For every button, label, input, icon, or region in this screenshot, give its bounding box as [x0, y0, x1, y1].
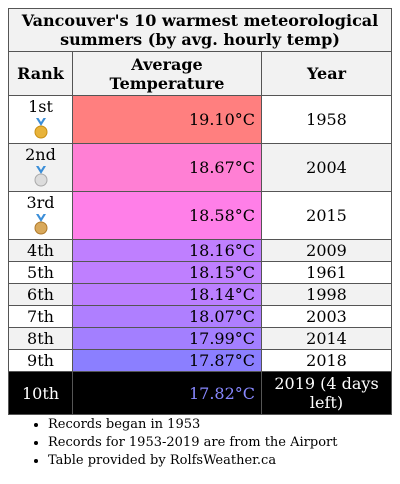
note-item: Records for 1953-2019 are from the Airpo… [48, 434, 337, 452]
year-cell: 2009 [261, 239, 392, 262]
year-cell: 2003 [261, 305, 392, 328]
table-row: 7th 18.07°C 2003 [8, 305, 392, 328]
header-temperature: Average Temperature [72, 51, 262, 96]
temperature-cell: 18.14°C [72, 283, 262, 306]
year-cell: 2014 [261, 327, 392, 350]
note-item: Table provided by RolfsWeather.ca [48, 452, 337, 470]
header-rank: Rank [8, 51, 73, 96]
rank-cell: 9th [8, 349, 73, 372]
bronze-medal-icon [34, 214, 47, 235]
year-cell: 1998 [261, 283, 392, 306]
header-year: Year [261, 51, 392, 96]
temperature-cell: 18.67°C [72, 143, 262, 192]
table-row: 3rd 18.58°C 2015 [8, 191, 392, 240]
year-cell: 2015 [261, 191, 392, 240]
note-item: Records began in 1953 [48, 416, 337, 434]
temperature-cell: 19.10°C [72, 95, 262, 144]
table-row: 2nd 18.67°C 2004 [8, 143, 392, 192]
notes-list: Records began in 1953 Records for 1953-2… [8, 416, 337, 470]
table-row: 8th 17.99°C 2014 [8, 327, 392, 350]
table-row: 1st 19.10°C 1958 [8, 95, 392, 144]
temperature-cell: 18.15°C [72, 261, 262, 284]
rank-label: 2nd [25, 145, 56, 164]
table-row-current: 10th 17.82°C 2019 (4 days left) [8, 371, 392, 415]
year-cell: 2018 [261, 349, 392, 372]
temperature-cell: 18.58°C [72, 191, 262, 240]
rank-cell: 5th [8, 261, 73, 284]
table-title: Vancouver's 10 warmest meteorological su… [8, 8, 392, 52]
rank-cell: 10th [8, 371, 73, 415]
rank-label: 3rd [26, 193, 55, 212]
rank-cell: 2nd [8, 143, 73, 192]
silver-medal-icon [34, 166, 47, 187]
rank-label: 1st [28, 97, 53, 116]
rank-cell: 3rd [8, 191, 73, 240]
temperature-cell: 18.16°C [72, 239, 262, 262]
year-cell: 1961 [261, 261, 392, 284]
summer-ranking-table: Vancouver's 10 warmest meteorological su… [8, 8, 392, 415]
rank-cell: 7th [8, 305, 73, 328]
rank-cell: 8th [8, 327, 73, 350]
rank-cell: 1st [8, 95, 73, 144]
temperature-cell: 18.07°C [72, 305, 262, 328]
table-row: 6th 18.14°C 1998 [8, 283, 392, 306]
gold-medal-icon [34, 118, 47, 139]
temperature-cell: 17.99°C [72, 327, 262, 350]
year-cell: 2004 [261, 143, 392, 192]
rank-cell: 6th [8, 283, 73, 306]
table-row: 9th 17.87°C 2018 [8, 349, 392, 372]
temperature-cell: 17.87°C [72, 349, 262, 372]
table-row: 5th 18.15°C 1961 [8, 261, 392, 284]
year-cell: 2019 (4 days left) [261, 371, 392, 415]
temperature-cell: 17.82°C [72, 371, 262, 415]
year-cell: 1958 [261, 95, 392, 144]
table-row: 4th 18.16°C 2009 [8, 239, 392, 262]
rank-cell: 4th [8, 239, 73, 262]
